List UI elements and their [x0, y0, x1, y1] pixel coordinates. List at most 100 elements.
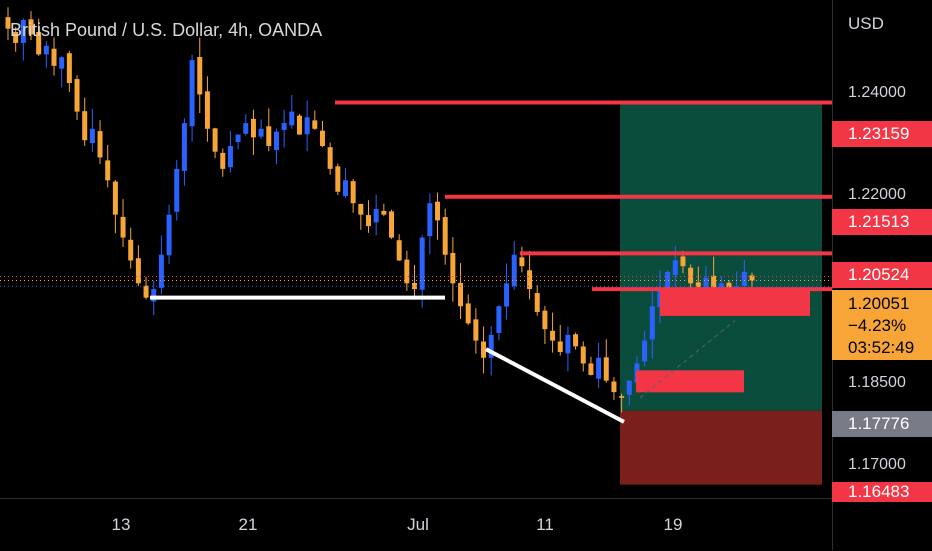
price-tag-level-1[interactable]: 1.23159: [832, 121, 932, 147]
candle-body: [580, 346, 586, 364]
candle-body: [128, 239, 134, 261]
candle-body: [619, 396, 625, 398]
price-tick-label: 1.18500: [848, 374, 906, 391]
candle-body: [611, 381, 617, 393]
candle-body: [36, 31, 42, 55]
candle-body: [680, 256, 686, 267]
candle-body: [435, 201, 441, 221]
candle-body: [458, 282, 464, 307]
candle-body: [596, 357, 602, 379]
candle-body: [82, 111, 88, 141]
candle-body: [557, 341, 563, 353]
time-tick-label: 21: [238, 515, 258, 534]
candle-body: [189, 60, 195, 127]
candle-body: [419, 237, 425, 290]
candle-body: [649, 306, 655, 340]
candle-body: [381, 210, 387, 215]
profit-zone: [620, 102, 822, 411]
time-tick-label: 13: [111, 515, 131, 534]
candle-body: [396, 240, 402, 261]
candle-body: [281, 123, 287, 130]
candle-body: [319, 130, 325, 146]
current-price-tag[interactable]: 1.20051 −4.23% 03:52:49: [832, 290, 932, 360]
candle-body: [220, 152, 226, 169]
currency-label: USD: [848, 14, 884, 33]
trendline: [485, 347, 625, 424]
candle-body: [519, 257, 525, 267]
candle-body: [105, 160, 111, 181]
candle-body: [243, 123, 249, 134]
candle-body: [120, 216, 126, 238]
candle-body: [573, 334, 579, 347]
candle-body: [488, 334, 494, 358]
candle-body: [711, 275, 717, 290]
candle-body: [51, 48, 57, 66]
candle-body: [389, 211, 395, 238]
symbol-title: British Pound / U.S. Dollar, 4h, OANDA: [10, 20, 323, 40]
candle-body: [342, 180, 348, 197]
candle-body: [227, 145, 233, 168]
candle-body: [450, 252, 456, 284]
candle-body: [250, 118, 256, 138]
candle-body: [412, 283, 418, 290]
candle-body: [741, 271, 747, 286]
candle-body: [112, 181, 118, 215]
candle-body: [504, 283, 510, 307]
candle-body: [496, 306, 502, 333]
candle-body: [534, 293, 540, 312]
candle-body: [312, 120, 318, 129]
time-axis[interactable]: [0, 498, 832, 551]
candle-body: [5, 17, 11, 29]
time-tick-label: 19: [663, 515, 683, 534]
candle-body: [89, 128, 95, 144]
candle-body: [465, 303, 471, 324]
price-tag-stop[interactable]: 1.16483: [832, 482, 932, 502]
candle-body: [59, 57, 65, 69]
candle-body: [204, 91, 210, 129]
loss-zone: [620, 410, 822, 485]
candle-body: [135, 258, 141, 284]
candle-body: [266, 126, 272, 146]
candle-body: [158, 254, 164, 288]
candle-body: [197, 57, 203, 95]
bar-countdown: 03:52:49: [848, 338, 915, 357]
current-price: 1.20051: [848, 294, 910, 313]
time-tick-label: Jul: [407, 515, 429, 534]
candle-body: [235, 134, 241, 143]
price-tick-label: 1.17000: [848, 456, 906, 473]
candle-body: [212, 128, 218, 152]
price-tag-level-3[interactable]: 1.20524: [832, 262, 932, 288]
price-tick-label: 1.24000: [848, 84, 906, 101]
candle-body: [665, 271, 671, 290]
candle-body: [657, 289, 663, 308]
candle-body: [542, 310, 548, 330]
candle-body: [327, 147, 333, 169]
candle-body: [511, 254, 517, 287]
candle-body: [565, 334, 571, 354]
candle-body: [335, 166, 341, 192]
candle-body: [174, 168, 180, 212]
candle-body: [350, 181, 356, 204]
candle-body: [358, 203, 364, 215]
candle-body: [365, 215, 371, 227]
candle-body: [473, 319, 479, 341]
candle-body: [642, 340, 648, 362]
candle-body: [151, 289, 157, 302]
candle-body: [181, 123, 187, 171]
candle-body: [20, 20, 26, 43]
time-tick-label: 11: [536, 515, 554, 534]
candle-body: [749, 275, 755, 281]
price-tag-level-2[interactable]: 1.21513: [832, 209, 932, 235]
candle-body: [672, 260, 678, 276]
candle-body: [688, 267, 694, 284]
candle-body: [527, 270, 533, 290]
candle-body: [97, 131, 103, 158]
candle-body: [289, 111, 295, 126]
candle-body: [718, 283, 724, 291]
candle-body: [626, 380, 632, 395]
candle-body: [258, 128, 264, 137]
price-tag-entry[interactable]: 1.17776: [832, 411, 932, 437]
candle-body: [588, 363, 594, 375]
candle-body: [166, 214, 172, 256]
